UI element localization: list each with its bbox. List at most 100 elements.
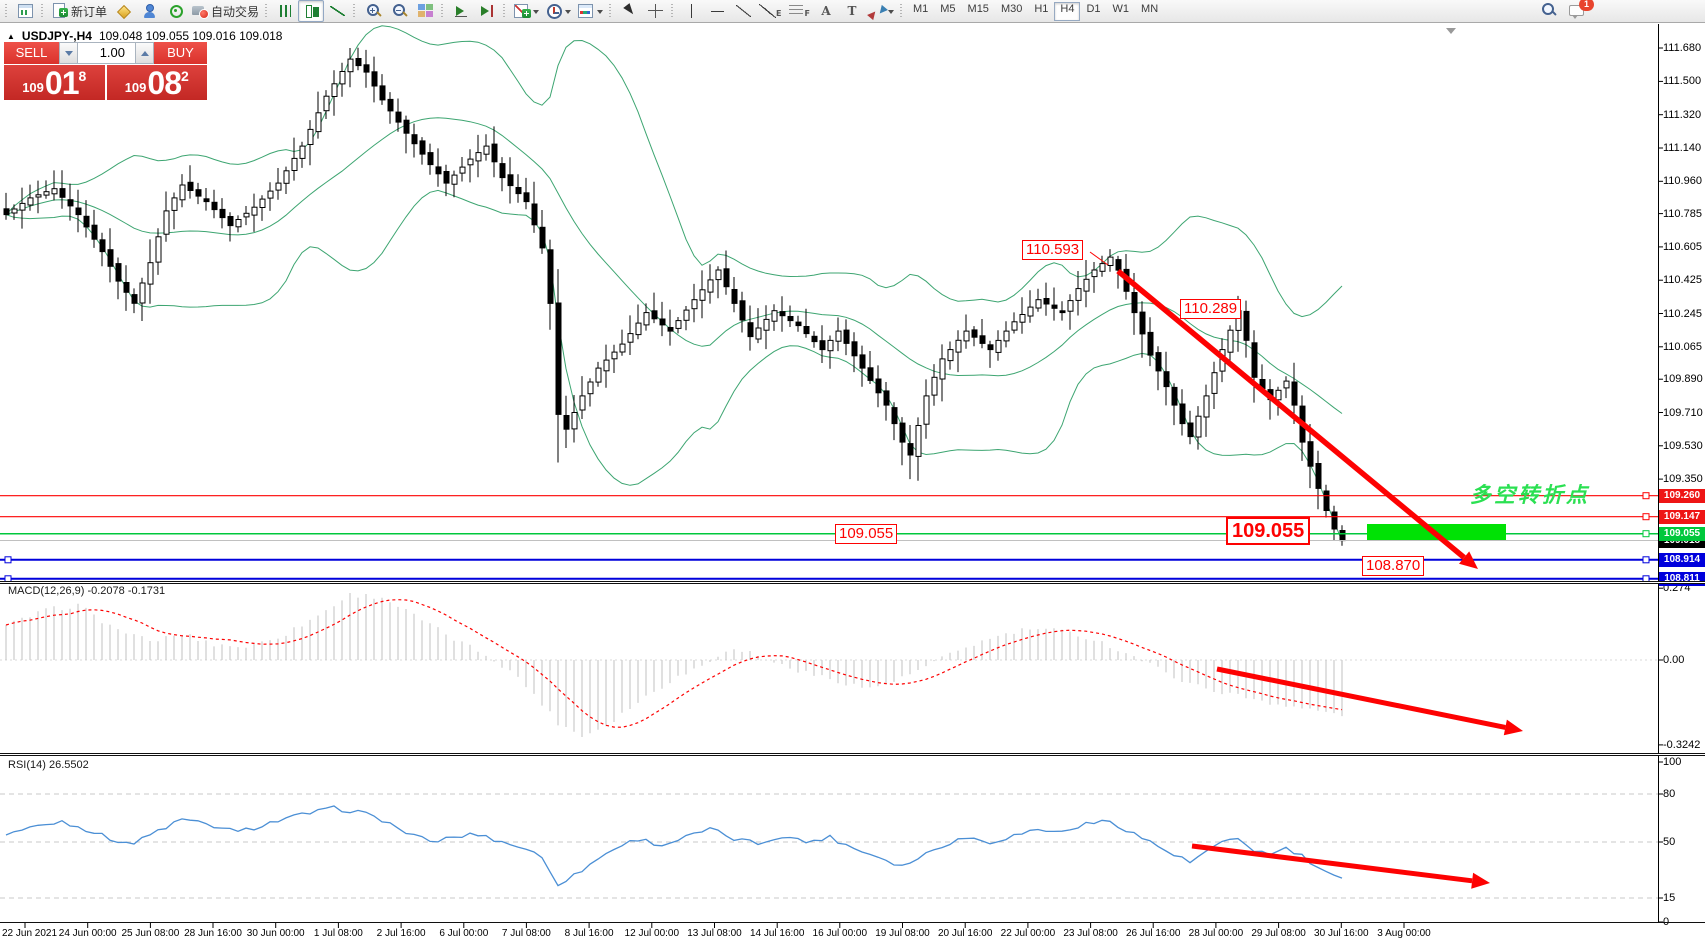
x-axis-label: 19 Jul 08:00 bbox=[875, 928, 930, 939]
toolbar-search-button[interactable] bbox=[1540, 2, 1557, 23]
y-axis-label: 111.140 bbox=[1663, 142, 1702, 154]
toolbar-linechart-button[interactable] bbox=[324, 0, 350, 22]
trend-note-text[interactable]: 多空转折点 bbox=[1470, 484, 1590, 507]
time-axis-line bbox=[0, 922, 1705, 923]
buy-price-pip: 2 bbox=[181, 68, 189, 84]
toolbar-bars-button[interactable] bbox=[272, 0, 298, 22]
toolbar-shapes-button[interactable] bbox=[865, 0, 897, 22]
volume-increase-button[interactable] bbox=[135, 42, 154, 64]
x-axis-label: 25 Jun 08:00 bbox=[121, 928, 180, 939]
chart-shift-marker-icon bbox=[1446, 28, 1456, 34]
rsi-panel-splitter[interactable] bbox=[0, 753, 1705, 756]
toolbar-signal-button[interactable] bbox=[162, 0, 188, 22]
volume-input[interactable]: 1.00 bbox=[78, 42, 135, 64]
dropdown-arrow-icon bbox=[565, 9, 572, 17]
timeframe-button-m5[interactable]: M5 bbox=[940, 2, 956, 15]
crosshair-icon bbox=[647, 3, 664, 19]
toolbar-fibo-button[interactable]: F bbox=[785, 0, 813, 22]
toolbar-templates-button[interactable] bbox=[574, 0, 606, 22]
toolbar-autotrade-button[interactable]: 自动交易 bbox=[188, 0, 262, 22]
price-annotation[interactable]: 109.055 bbox=[835, 524, 898, 544]
timeframe-button-m15[interactable]: M15 bbox=[967, 2, 989, 15]
price-tag[interactable]: 108.914 bbox=[1659, 552, 1705, 567]
channel-icon bbox=[759, 3, 777, 19]
templates-icon bbox=[577, 3, 594, 19]
zoomin-icon bbox=[365, 3, 382, 19]
timeframe-button-d1[interactable]: D1 bbox=[1086, 2, 1101, 15]
toolbar-neworder-button[interactable]: 新订单 bbox=[48, 0, 110, 22]
sell-button[interactable]: SELL bbox=[4, 42, 59, 64]
toolbar-newchart-button[interactable] bbox=[12, 0, 38, 22]
price-annotation[interactable]: 110.593 bbox=[1022, 240, 1084, 260]
y-axis-label: 110.960 bbox=[1663, 175, 1702, 188]
shift-icon bbox=[479, 3, 496, 19]
x-axis-label: 14 Jul 16:00 bbox=[749, 928, 805, 939]
toolbar-channel-button[interactable]: E bbox=[756, 0, 784, 22]
x-axis-label: 29 Jul 08:00 bbox=[1251, 928, 1306, 939]
toolbar-cursor-button[interactable] bbox=[616, 0, 642, 22]
price-tag[interactable]: 109.055 bbox=[1659, 526, 1705, 541]
sell-price-display[interactable]: 109 01 8 bbox=[4, 65, 105, 100]
toolbar-trendline-button[interactable] bbox=[730, 0, 756, 22]
ohlc-values: 109.048 109.055 109.016 109.018 bbox=[98, 29, 283, 43]
timeframe-button-w1[interactable]: W1 bbox=[1112, 2, 1130, 15]
toolbar-zoomout-button[interactable] bbox=[386, 0, 412, 22]
toolbar-crosshair-button[interactable] bbox=[642, 0, 668, 22]
vline-icon bbox=[683, 3, 700, 19]
sell-price-main: 01 bbox=[44, 65, 80, 101]
price-tag[interactable]: 109.260 bbox=[1659, 488, 1705, 503]
toolbar-indicators-button[interactable] bbox=[510, 0, 542, 22]
x-axis-label: 24 Jun 00:00 bbox=[58, 928, 117, 939]
buy-button[interactable]: BUY bbox=[154, 42, 207, 64]
toolbar-right-icons: 1 bbox=[1540, 0, 1594, 23]
toolbar-zoomin-button[interactable] bbox=[360, 0, 386, 22]
macd-panel-splitter[interactable] bbox=[0, 581, 1705, 584]
neworder-icon bbox=[51, 3, 68, 19]
y-axis-label: 109.350 bbox=[1663, 473, 1703, 486]
fibo-glyph: F bbox=[804, 9, 810, 18]
y-axis-label: 109.710 bbox=[1663, 406, 1703, 419]
x-axis-label: 6 Jul 00:00 bbox=[439, 928, 489, 939]
price-annotation[interactable]: 108.870 bbox=[1362, 556, 1425, 576]
toolbar-gold-button[interactable] bbox=[110, 0, 136, 22]
toolbar-grip bbox=[441, 3, 444, 19]
trend-arrows[interactable] bbox=[1116, 268, 1523, 889]
toolbar-tile-button[interactable] bbox=[412, 0, 438, 22]
toolbar-chat-button[interactable]: 1 bbox=[1569, 0, 1594, 23]
support-zone-highlight[interactable] bbox=[1367, 524, 1506, 540]
symbol-period-label: USDJPY-,H4 bbox=[21, 29, 92, 43]
price-tag[interactable]: 109.147 bbox=[1659, 509, 1705, 524]
x-axis-label: 7 Jul 08:00 bbox=[501, 928, 551, 939]
toolbar-candles-button[interactable] bbox=[298, 0, 325, 22]
x-axis-label: 13 Jul 08:00 bbox=[687, 928, 742, 939]
timeframe-button-m30[interactable]: M30 bbox=[1000, 2, 1023, 15]
rsi-axis-label: 50 bbox=[1663, 836, 1676, 848]
x-axis-label: 16 Jul 00:00 bbox=[812, 928, 868, 939]
toolbar-hline-button[interactable] bbox=[704, 0, 730, 22]
toolbar-vline-button[interactable] bbox=[678, 0, 704, 22]
toolbar-user-button[interactable] bbox=[136, 0, 162, 22]
price-annotation[interactable]: 109.055 bbox=[1226, 517, 1311, 545]
collapse-marker-icon[interactable]: ▲ bbox=[7, 31, 15, 41]
timeframe-button-mn[interactable]: MN bbox=[1141, 2, 1159, 15]
toolbar-shift-button[interactable] bbox=[474, 0, 500, 22]
timeframe-button-h4[interactable]: H4 bbox=[1054, 1, 1081, 21]
timeframe-button-h1[interactable]: H1 bbox=[1034, 2, 1049, 15]
toolbar-label-button[interactable]: T bbox=[839, 0, 865, 22]
toolbar-text-button[interactable]: A bbox=[813, 0, 839, 22]
price-annotation[interactable]: 110.289 bbox=[1180, 299, 1242, 319]
indicators-icon bbox=[513, 3, 532, 19]
x-axis-label: 22 Jul 00:00 bbox=[1000, 928, 1056, 939]
buy-price-display[interactable]: 109 08 2 bbox=[106, 65, 207, 100]
toolbar-autoscroll-button[interactable] bbox=[448, 0, 474, 22]
x-axis-label: 26 Jul 16:00 bbox=[1125, 928, 1181, 939]
toolbar-periods-button[interactable] bbox=[542, 0, 574, 22]
candles-icon bbox=[303, 3, 320, 19]
linechart-icon bbox=[329, 3, 346, 19]
timeframe-button-m1[interactable]: M1 bbox=[912, 2, 929, 15]
macd-histogram bbox=[5, 593, 1343, 737]
dropdown-arrow-icon bbox=[533, 9, 540, 17]
fibo-icon bbox=[788, 3, 805, 19]
volume-decrease-button[interactable] bbox=[59, 42, 78, 64]
